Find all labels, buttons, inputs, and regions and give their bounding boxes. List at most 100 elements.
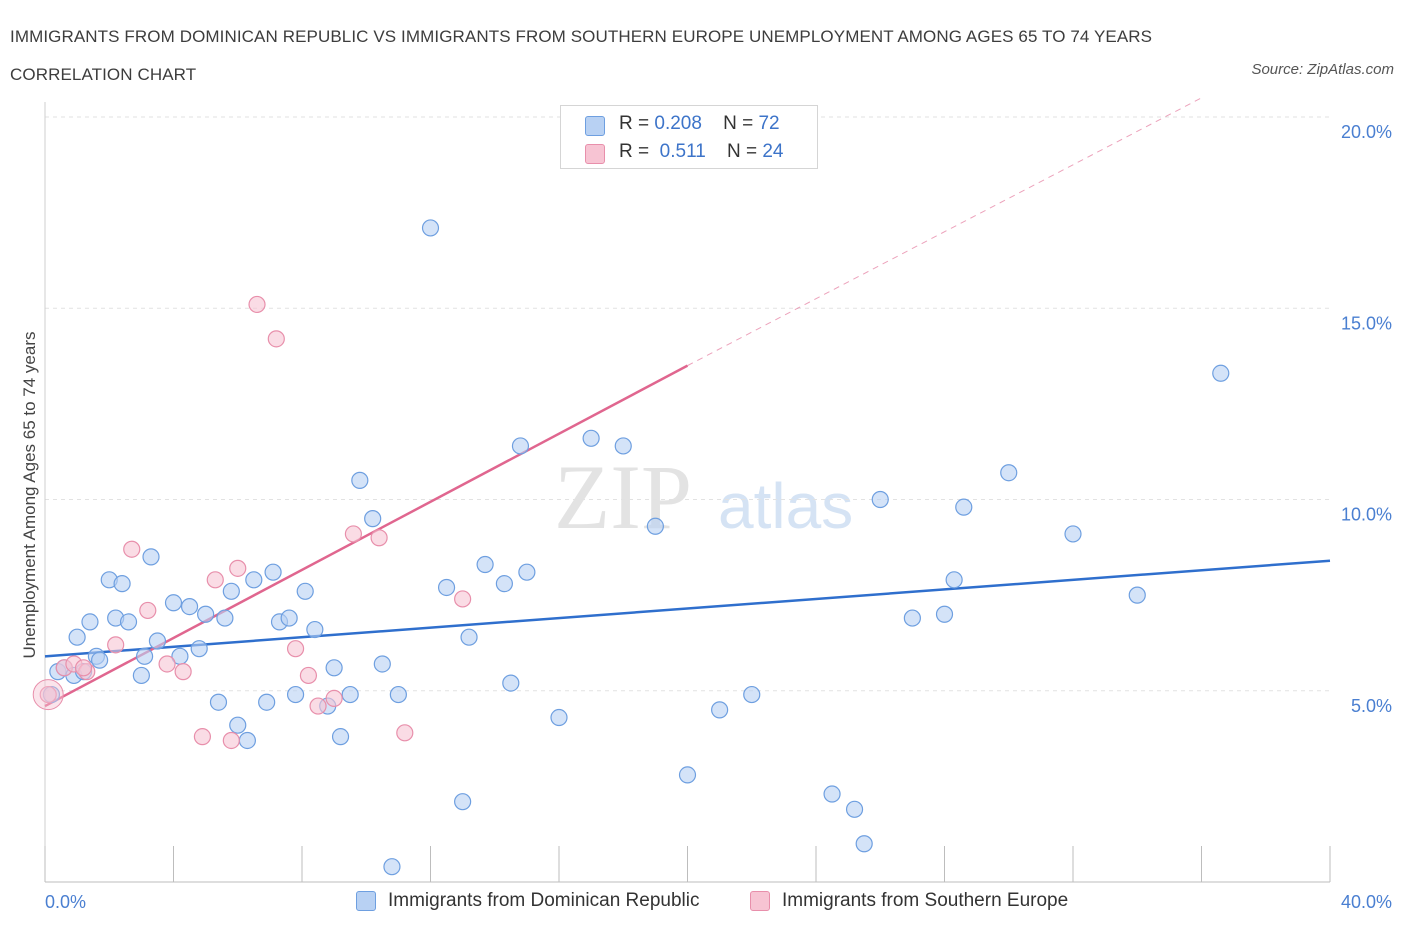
point-dominican — [823, 785, 841, 803]
chart-title: IMMIGRANTS FROM DOMINICAN REPUBLIC VS IM… — [10, 27, 1153, 84]
point-southern-europe — [39, 685, 57, 704]
point-dominican — [855, 835, 873, 853]
point-dominican — [245, 571, 263, 589]
point-dominican — [351, 471, 369, 489]
point-southern-europe — [229, 559, 247, 577]
point-dominican — [222, 582, 240, 600]
point-dominican — [845, 800, 864, 818]
point-dominican — [209, 693, 228, 711]
point-dominican — [164, 594, 183, 612]
point-southern-europe — [206, 571, 224, 589]
data-points — [32, 219, 1230, 876]
point-dominican — [903, 609, 921, 627]
point-dominican — [646, 517, 664, 535]
legend-n-value: 72 — [758, 113, 780, 134]
point-dominican — [502, 674, 520, 692]
trend-line-southern-europe — [44, 364, 689, 708]
point-dominican — [550, 708, 568, 727]
point-dominican — [1000, 464, 1018, 482]
point-southern-europe — [193, 728, 212, 746]
point-southern-europe — [174, 663, 192, 681]
point-southern-europe — [139, 601, 157, 620]
point-dominican — [264, 563, 282, 581]
point-dominican — [331, 728, 350, 746]
point-dominican — [68, 628, 86, 646]
point-dominican — [518, 563, 536, 581]
point-dominican — [148, 632, 167, 650]
point-dominican — [373, 655, 391, 673]
point-dominican — [119, 613, 138, 631]
point-dominican — [325, 659, 343, 677]
point-dominican — [454, 793, 472, 811]
legend-swatch-blue — [585, 116, 605, 136]
point-dominican — [142, 548, 160, 566]
point-southern-europe — [370, 529, 388, 547]
point-dominican — [280, 609, 298, 627]
point-dominican — [743, 685, 761, 704]
point-dominican — [1212, 364, 1230, 382]
legend-n-label: N = — [726, 141, 758, 162]
point-dominican — [1064, 525, 1082, 543]
point-southern-europe — [344, 525, 362, 543]
point-southern-europe — [123, 540, 141, 558]
y-tick-label: 15.0% — [1341, 313, 1392, 333]
point-cluster — [32, 679, 64, 711]
point-dominican — [421, 219, 440, 237]
point-dominican — [91, 651, 109, 669]
y-tick-label: 20.0% — [1341, 122, 1392, 142]
point-southern-europe — [158, 655, 176, 673]
point-dominican — [286, 685, 305, 704]
point-dominican — [614, 437, 632, 455]
point-southern-europe — [107, 636, 125, 654]
point-southern-europe — [454, 590, 472, 608]
legend-swatch-blue — [356, 891, 376, 911]
tick-labels: 5.0% 10.0% 15.0% 20.0% 0.0% 40.0% — [45, 122, 1392, 912]
point-dominican — [1128, 586, 1146, 604]
point-southern-europe — [396, 724, 414, 742]
watermark-atlas: atlas — [718, 470, 853, 542]
point-dominican — [678, 766, 697, 784]
legend-label-dominican: Immigrants from Dominican Republic — [388, 890, 700, 911]
trend-lines — [44, 97, 1331, 708]
legend-label-southern-europe: Immigrants from Southern Europe — [782, 890, 1069, 911]
point-dominican — [180, 597, 199, 616]
point-southern-europe — [222, 731, 240, 750]
legend-swatch-pink — [585, 144, 605, 164]
point-dominican — [871, 490, 889, 509]
legend-r-label: R = — [619, 141, 650, 162]
point-dominican — [81, 613, 99, 631]
point-dominican — [306, 620, 324, 639]
point-dominican — [135, 647, 154, 665]
point-dominican — [238, 731, 256, 750]
point-dominican — [216, 609, 234, 627]
legend-r-value: 0.511 — [659, 141, 706, 162]
point-southern-europe — [299, 666, 318, 685]
point-dominican — [364, 510, 382, 528]
point-southern-europe — [267, 330, 285, 348]
point-southern-europe — [309, 697, 327, 715]
legend-r-value: 0.208 — [654, 113, 702, 134]
axes — [44, 102, 1331, 883]
point-southern-europe — [325, 689, 343, 708]
point-dominican — [258, 693, 276, 711]
x-tick-label-max: 40.0% — [1341, 892, 1392, 912]
source-credit: Source: ZipAtlas.com — [1251, 61, 1394, 78]
point-dominican — [711, 701, 729, 719]
point-southern-europe — [248, 295, 266, 314]
legend-n-value: 24 — [762, 141, 784, 162]
legend-swatch-pink — [750, 891, 770, 911]
y-axis-label: Unemployment Among Ages 65 to 74 years — [20, 332, 39, 659]
point-dominican — [389, 685, 407, 704]
point-dominican — [955, 498, 973, 516]
trend-extension-southern-europe — [687, 97, 1202, 367]
point-dominican — [476, 555, 494, 574]
point-dominican — [296, 582, 314, 600]
point-southern-europe — [286, 640, 305, 658]
trend-line-dominican — [44, 559, 1331, 658]
watermark: ZIP atlas — [554, 446, 853, 548]
point-dominican — [132, 666, 150, 685]
watermark-zip: ZIP — [554, 446, 692, 548]
legend-n-label: N = — [723, 113, 754, 134]
point-dominican — [495, 575, 513, 593]
